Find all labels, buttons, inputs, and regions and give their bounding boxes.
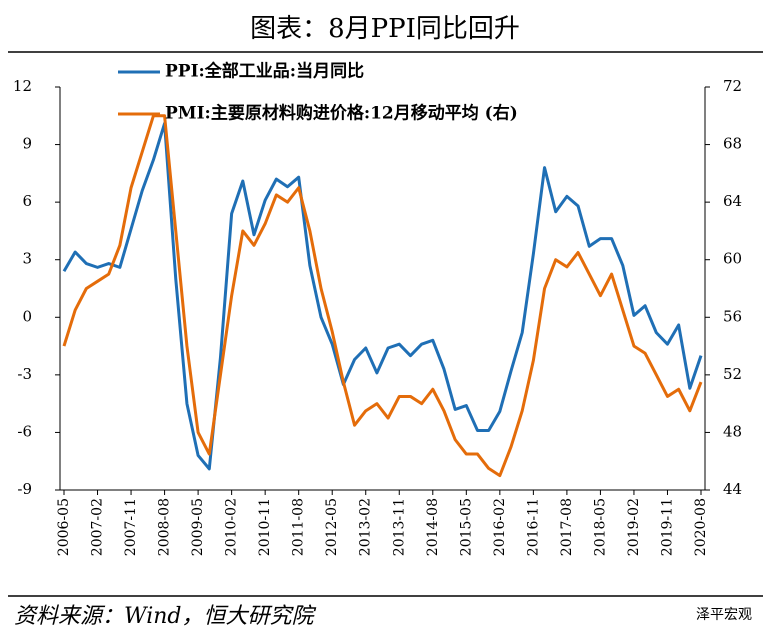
- y2-tick-label: 68: [723, 135, 742, 153]
- x-tick-label: 2016-02: [492, 498, 508, 556]
- x-tick-label: 2018-05: [592, 498, 608, 556]
- y-tick-label: -9: [17, 480, 32, 498]
- x-tick-label: 2010-02: [224, 498, 240, 556]
- y2-tick-label: 52: [723, 365, 742, 383]
- y2-tick-label: 60: [723, 250, 742, 268]
- y2-tick-label: 44: [723, 480, 742, 498]
- x-tick-label: 2011-08: [291, 498, 307, 556]
- legend-label: PPI:全部工业品:当月同比: [165, 61, 364, 82]
- x-tick-label: 2007-11: [123, 498, 139, 556]
- y-tick-label: -6: [17, 422, 32, 440]
- y2-tick-label: 72: [723, 77, 742, 95]
- legend-label: PMI:主要原材料购进价格:12月移动平均 (右): [165, 103, 518, 124]
- x-tick-label: 2019-11: [659, 498, 675, 556]
- y-tick-label: 0: [22, 307, 32, 325]
- y2-tick-label: 48: [723, 422, 742, 440]
- x-tick-label: 2010-11: [257, 498, 273, 556]
- x-tick-label: 2007-02: [90, 498, 106, 556]
- x-tick-label: 2019-02: [626, 498, 642, 556]
- x-tick-label: 2013-02: [358, 498, 374, 556]
- y-tick-label: 9: [22, 135, 32, 153]
- y2-tick-label: 56: [723, 307, 742, 325]
- x-tick-label: 2020-08: [693, 498, 709, 556]
- y-tick-label: 6: [22, 192, 32, 210]
- y-tick-label: -3: [17, 365, 32, 383]
- source: 资料来源：Wind，恒大研究院: [14, 604, 317, 629]
- x-tick-label: 2013-11: [391, 498, 407, 556]
- series-line: [62, 114, 703, 478]
- x-tick-label: 2014-08: [425, 498, 441, 556]
- watermark: 泽平宏观: [696, 607, 752, 623]
- y-tick-label: 3: [22, 250, 32, 268]
- x-tick-label: 2016-11: [525, 498, 541, 556]
- x-tick-label: 2015-05: [458, 498, 474, 556]
- x-tick-label: 2006-05: [56, 498, 72, 556]
- x-tick-label: 2017-08: [559, 498, 575, 556]
- chart-title: 图表：8月PPI同比回升: [250, 14, 520, 44]
- series-line: [62, 121, 703, 471]
- y-tick-label: 12: [13, 77, 32, 95]
- y2-tick-label: 64: [723, 192, 742, 210]
- x-tick-label: 2012-05: [324, 498, 340, 556]
- x-tick-label: 2009-05: [190, 498, 206, 556]
- x-tick-label: 2008-08: [157, 498, 173, 556]
